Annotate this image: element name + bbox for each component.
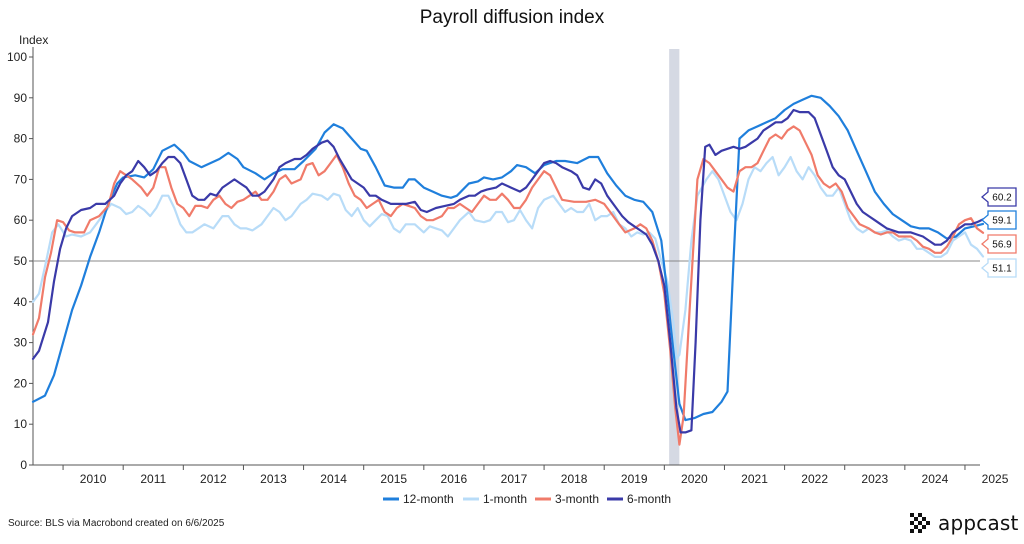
x-tick-label: 2020: [681, 472, 708, 486]
end-label-value: 51.1: [992, 264, 1012, 275]
end-label-value: 56.9: [992, 240, 1012, 251]
legend-label: 1-month: [483, 492, 527, 506]
series-line-1-month: [31, 155, 985, 360]
brand-name: appcast: [938, 511, 1019, 535]
end-label-6-month: 60.2: [980, 187, 1017, 207]
series-line-6-month: [31, 108, 985, 434]
x-tick-label: 2023: [861, 472, 888, 486]
end-label-1-month: 51.1: [980, 258, 1017, 278]
end-label-value: 59.1: [992, 216, 1012, 227]
y-tick-label: 90: [14, 91, 28, 105]
x-tick-label: 2013: [260, 472, 287, 486]
y-tick-label: 70: [14, 172, 28, 186]
brand-logo: appcast: [908, 511, 1019, 535]
appcast-dot-grid-icon: [910, 513, 930, 533]
x-tick-label: 2011: [140, 472, 166, 486]
legend-item-6-month: 6-month: [607, 492, 671, 506]
legend-item-12-month: 12-month: [383, 492, 454, 506]
recession-band: [669, 49, 680, 465]
x-tick-label: 2021: [741, 472, 768, 486]
end-label-box: [980, 234, 1017, 254]
y-tick-label: 80: [14, 132, 28, 146]
y-tick-label: 50: [14, 254, 28, 268]
end-label-value: 60.2: [992, 193, 1012, 204]
y-tick-label: 10: [14, 417, 28, 431]
x-tick-label: 2025: [982, 472, 1009, 486]
end-label-box: [980, 187, 1017, 207]
x-tick-label: 2024: [922, 472, 949, 486]
legend: 12-month 1-month 3-month 6-month: [383, 492, 671, 506]
source-note: Source: BLS via Macrobond created on 6/6…: [8, 518, 225, 529]
legend-item-3-month: 3-month: [535, 492, 599, 506]
end-value-labels: 59.1 51.1 56.9 60.2: [980, 187, 1017, 278]
end-label-12-month: 59.1: [980, 210, 1017, 230]
x-tick-label: 2014: [320, 472, 347, 486]
legend-item-1-month: 1-month: [463, 492, 527, 506]
x-tick-label: 2015: [380, 472, 407, 486]
x-tick-label: 2018: [561, 472, 588, 486]
series-lines: [31, 94, 985, 446]
y-tick-label: 20: [14, 376, 28, 390]
x-tick-label: 2016: [441, 472, 468, 486]
y-axis: 0 10 20 30 40 50 60 70 80 90 100: [7, 47, 34, 472]
end-label-box: [980, 258, 1017, 278]
y-tick-label: 30: [14, 336, 28, 350]
end-label-box: [980, 210, 1017, 230]
y-tick-label: 0: [20, 458, 27, 472]
recession-shade: [669, 49, 680, 465]
series-line-3-month: [31, 125, 985, 446]
legend-label: 6-month: [627, 492, 671, 506]
chart-title: Payroll diffusion index: [420, 7, 605, 28]
x-tick-label: 2012: [200, 472, 227, 486]
x-tick-label: 2010: [80, 472, 107, 486]
x-tick-label: 2017: [501, 472, 528, 486]
x-axis: 2010 2011 2012 2013 2014 2015 2016 2017 2018 2019…: [33, 464, 1009, 486]
legend-label: 12-month: [403, 492, 454, 506]
legend-label: 3-month: [555, 492, 599, 506]
y-tick-label: 60: [14, 213, 28, 227]
x-tick-label: 2022: [801, 472, 828, 486]
x-tick-label: 2019: [621, 472, 648, 486]
end-label-3-month: 56.9: [980, 234, 1017, 254]
y-axis-label: Index: [19, 33, 48, 47]
y-tick-label: 100: [7, 50, 27, 64]
series-line-12-month: [31, 94, 985, 422]
y-tick-label: 40: [14, 295, 28, 309]
